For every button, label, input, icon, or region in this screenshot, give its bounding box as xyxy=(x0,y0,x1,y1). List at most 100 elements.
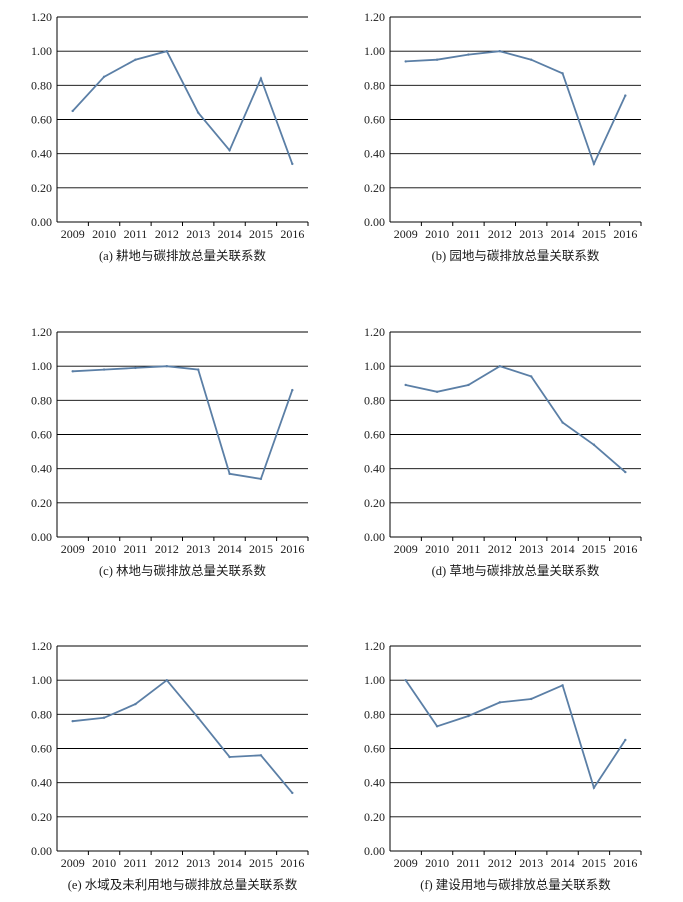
chart-e: 0.00 0.20 0.40 0.60 0.80 1.00 1.20 2009 2010 2011… xyxy=(31,639,309,892)
data-point-f-3 xyxy=(498,701,502,704)
y-tick-label-b-4: 0.80 xyxy=(364,78,385,92)
x-tick-label-c-7: 2016 xyxy=(280,542,304,556)
x-tick-label-c-2: 2011 xyxy=(124,542,148,556)
data-point-f-5 xyxy=(561,684,564,687)
x-tick-label-e-2: 2011 xyxy=(124,856,148,870)
y-tick-label-e-5: 1.00 xyxy=(31,673,52,687)
data-point-b-4 xyxy=(529,58,533,61)
y-tick-label-b-2: 0.40 xyxy=(364,147,385,161)
y-tick-label-e-6: 1.20 xyxy=(31,639,52,653)
y-tick-label-c-2: 0.40 xyxy=(31,462,52,476)
x-tick-label-f-1: 2010 xyxy=(425,856,449,870)
series-line-d xyxy=(405,365,626,473)
x-tick-label-b-0: 2009 xyxy=(394,227,418,241)
x-tick-label-e-4: 2013 xyxy=(186,856,210,870)
data-point-b-2 xyxy=(467,53,470,56)
data-point-a-1 xyxy=(102,75,106,78)
data-point-d-6 xyxy=(592,443,596,446)
chart-d: 0.00 0.20 0.40 0.60 0.80 1.00 1.20 2009 2010 2011… xyxy=(364,325,642,578)
x-tick-label-d-2: 2011 xyxy=(457,542,481,556)
y-tick-label-f-4: 0.80 xyxy=(364,707,385,721)
x-tick-label-f-3: 2012 xyxy=(488,856,512,870)
data-point-d-2 xyxy=(467,383,470,387)
y-tick-label-a-2: 0.40 xyxy=(31,147,52,161)
data-point-e-6 xyxy=(259,754,263,757)
x-tick-label-a-5: 2014 xyxy=(218,227,242,241)
data-point-c-5 xyxy=(228,472,231,475)
data-point-a-0 xyxy=(71,109,74,113)
y-tick-label-e-4: 0.80 xyxy=(31,707,52,721)
data-point-d-5 xyxy=(561,421,564,424)
data-point-e-5 xyxy=(228,755,231,759)
y-tick-label-f-5: 1.00 xyxy=(364,673,385,687)
data-point-f-6 xyxy=(592,786,596,789)
y-tick-label-f-3: 0.60 xyxy=(364,742,385,756)
data-point-d-1 xyxy=(435,390,439,393)
data-point-f-7 xyxy=(624,738,627,742)
data-point-f-0 xyxy=(404,678,407,682)
caption-c: (c) 林地与碳排放总量关联系数 xyxy=(99,563,266,578)
data-point-f-1 xyxy=(435,725,439,728)
y-tick-label-d-4: 0.80 xyxy=(364,393,385,407)
y-tick-label-f-2: 0.40 xyxy=(364,776,385,790)
y-tick-label-d-3: 0.60 xyxy=(364,428,385,442)
data-point-a-7 xyxy=(291,162,294,166)
x-tick-label-d-0: 2009 xyxy=(394,542,418,556)
data-point-a-6 xyxy=(259,77,263,80)
y-tick-label-f-6: 1.20 xyxy=(364,639,385,653)
data-point-d-0 xyxy=(404,383,407,387)
x-tick-label-b-5: 2014 xyxy=(551,227,575,241)
y-tick-label-e-3: 0.60 xyxy=(31,742,52,756)
chart-a: 0.00 0.20 0.40 0.60 0.80 1.00 1.20 2009 2010 2011… xyxy=(31,10,309,263)
y-tick-label-a-1: 0.20 xyxy=(31,181,52,195)
data-point-c-4 xyxy=(196,368,200,371)
series-line-a xyxy=(72,50,294,165)
y-tick-label-a-3: 0.60 xyxy=(31,113,52,127)
x-tick-label-e-1: 2010 xyxy=(92,856,116,870)
x-tick-label-b-3: 2012 xyxy=(488,227,512,241)
y-tick-label-b-3: 0.60 xyxy=(364,113,385,127)
y-tick-label-a-0: 0.00 xyxy=(31,215,52,229)
series-line-b xyxy=(405,50,627,167)
x-tick-label-e-0: 2009 xyxy=(61,856,85,870)
caption-a: (a) 耕地与碳排放总量关联系数 xyxy=(99,248,266,263)
y-tick-label-b-5: 1.00 xyxy=(364,44,385,58)
x-tick-label-a-1: 2010 xyxy=(92,227,116,241)
x-tick-label-c-0: 2009 xyxy=(61,542,85,556)
data-point-a-2 xyxy=(134,58,137,61)
x-tick-label-f-2: 2011 xyxy=(457,856,481,870)
caption-e: (e) 水域及未利用地与碳排放总量关联系数 xyxy=(68,877,298,892)
x-tick-label-e-6: 2015 xyxy=(249,856,273,870)
y-tick-label-c-5: 1.00 xyxy=(31,359,52,373)
y-tick-label-d-2: 0.40 xyxy=(364,462,385,476)
x-tick-label-d-1: 2010 xyxy=(425,542,449,556)
data-point-c-0 xyxy=(71,370,74,373)
y-tick-label-b-1: 0.20 xyxy=(364,181,385,195)
x-tick-label-c-1: 2010 xyxy=(92,542,116,556)
data-point-e-0 xyxy=(71,719,74,723)
y-tick-label-a-4: 0.80 xyxy=(31,78,52,92)
x-tick-label-a-4: 2013 xyxy=(186,227,210,241)
x-tick-label-a-3: 2012 xyxy=(155,227,179,241)
data-point-e-1 xyxy=(102,716,106,719)
chart-c: 0.00 0.20 0.40 0.60 0.80 1.00 1.20 2009 2010 2011… xyxy=(31,325,309,578)
caption-d: (d) 草地与碳排放总量关联系数 xyxy=(432,563,600,578)
data-point-b-6 xyxy=(592,162,596,166)
y-tick-label-c-0: 0.00 xyxy=(31,530,52,544)
data-point-b-1 xyxy=(435,58,439,61)
y-tick-label-d-6: 1.20 xyxy=(364,325,385,339)
y-tick-label-c-1: 0.20 xyxy=(31,496,52,510)
data-point-a-5 xyxy=(228,149,231,152)
x-tick-label-d-4: 2013 xyxy=(519,542,543,556)
y-tick-label-c-3: 0.60 xyxy=(31,428,52,442)
y-tick-label-a-6: 1.20 xyxy=(31,10,52,24)
caption-f: (f) 建设用地与碳排放总量关联系数 xyxy=(420,877,611,892)
data-point-e-7 xyxy=(291,791,294,795)
x-tick-label-c-6: 2015 xyxy=(249,542,273,556)
x-tick-label-a-2: 2011 xyxy=(124,227,148,241)
data-point-f-4 xyxy=(529,697,533,701)
y-tick-label-a-5: 1.00 xyxy=(31,44,52,58)
y-tick-label-b-0: 0.00 xyxy=(364,215,385,229)
x-tick-label-f-0: 2009 xyxy=(394,856,418,870)
x-tick-label-d-3: 2012 xyxy=(488,542,512,556)
